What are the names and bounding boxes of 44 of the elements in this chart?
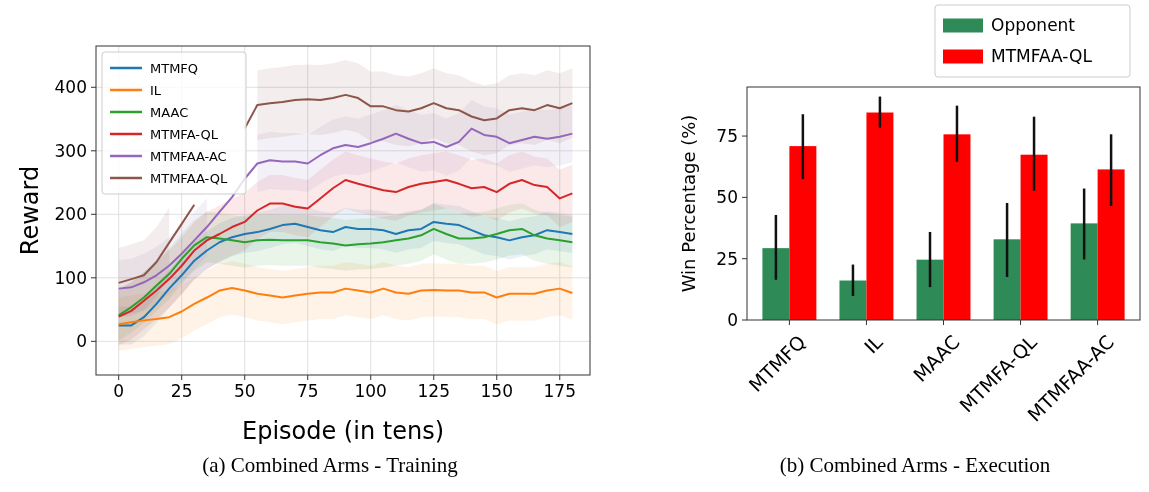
y-tick-label: 50: [716, 187, 738, 208]
bar: [1020, 154, 1048, 320]
bar: [943, 134, 971, 320]
legend-label: Opponent: [991, 15, 1076, 36]
bar: [762, 248, 790, 320]
y-tick-label: 300: [54, 140, 87, 161]
x-tick-label: 150: [480, 381, 513, 401]
line-series: [117, 127, 574, 290]
y-tick-label: 100: [54, 267, 87, 288]
y-tick-label: 0: [727, 309, 738, 330]
legend-label: MTMFA-QL: [150, 126, 219, 142]
x-tick-label: 175: [543, 381, 576, 401]
y-tick-label: 75: [716, 126, 738, 146]
x-axis-title: Episode (in tens): [241, 417, 445, 445]
line-series: [117, 227, 574, 317]
bar: [1097, 169, 1125, 320]
bar: [1070, 223, 1098, 320]
x-tick-label: 0: [113, 381, 125, 401]
x-tick-label: 100: [354, 381, 387, 401]
y-tick-label: 400: [54, 77, 87, 98]
bar: [866, 112, 894, 320]
x-tick-label: 25: [170, 381, 193, 401]
x-tick-label: 50: [233, 381, 256, 401]
text: (b) Combined Arms - Execution: [779, 453, 1051, 477]
legend-label: MTMFQ: [150, 60, 199, 76]
line-series: [117, 286, 574, 326]
bar: [789, 146, 817, 320]
line-series: [117, 220, 574, 327]
legend-label: IL: [150, 82, 162, 98]
y-tick-label: 200: [54, 204, 87, 225]
bar: [916, 259, 944, 320]
legend-label: MTMFAA-AC: [150, 148, 227, 164]
x-tick-label: IL: [859, 330, 887, 358]
bar: [839, 280, 867, 320]
bar: [993, 239, 1021, 320]
legend-label: MTMFAA-QL: [150, 170, 228, 186]
y-axis-title: Reward: [16, 165, 44, 256]
x-tick-label: 125: [417, 381, 450, 401]
text: (a) Combined Arms - Training: [202, 453, 459, 477]
y-tick-label: 25: [716, 248, 738, 269]
y-axis-title: Win Percentage (%): [678, 114, 699, 293]
legend-label: MTMFAA-QL: [991, 46, 1093, 67]
legend-label: MAAC: [150, 104, 189, 120]
x-tick-label: 75: [296, 381, 319, 401]
